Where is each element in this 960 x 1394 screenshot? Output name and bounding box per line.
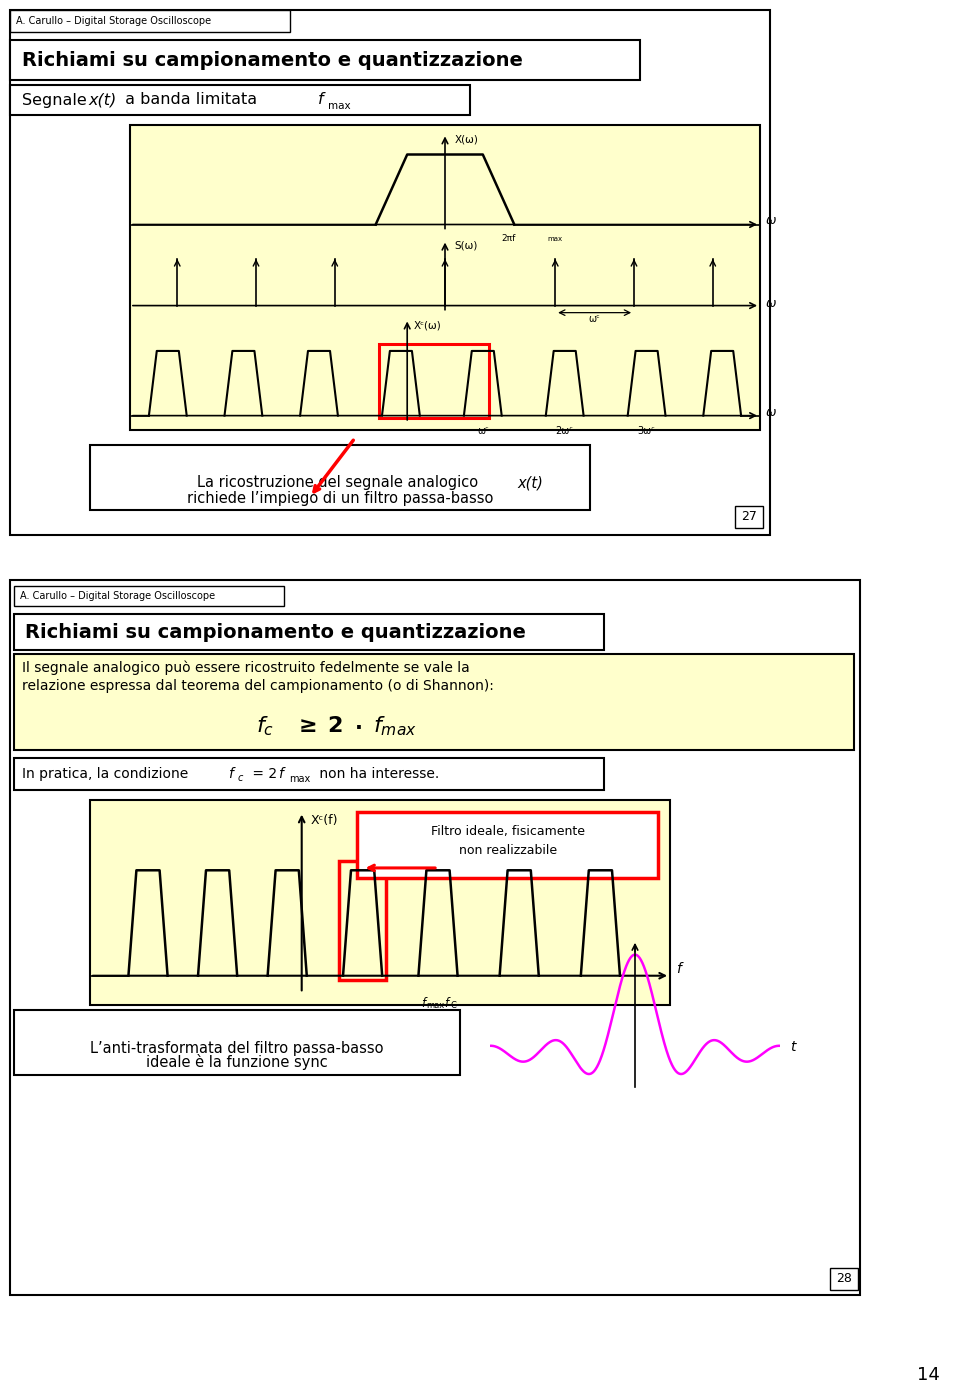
Text: Xᶜ(ω): Xᶜ(ω) [414,321,442,330]
Text: max: max [328,100,350,112]
Text: C: C [450,1001,456,1011]
Text: $\mathbf{\geq}$: $\mathbf{\geq}$ [294,717,316,736]
Bar [10,580,860,1295]
Bar [90,800,670,1005]
Text: ω: ω [766,215,777,227]
Text: $\it{f}$: $\it{f}$ [278,767,287,782]
Text: Xᶜ(f): Xᶜ(f) [310,814,338,827]
Text: ω: ω [766,406,777,418]
Bar [14,585,284,606]
Text: La ricostruzione del segnale analogico: La ricostruzione del segnale analogico [197,475,483,491]
Text: 27: 27 [741,510,756,524]
Bar [830,1269,858,1289]
Text: Richiami su campionamento e quantizzazione: Richiami su campionamento e quantizzazio… [25,623,526,641]
Text: f: f [444,997,448,1009]
Text: 2πf: 2πf [502,234,516,243]
Text: f: f [676,962,681,976]
Bar [14,654,854,750]
Bar [14,758,604,790]
Text: x(t): x(t) [88,92,116,107]
Text: $\mathbf{2}$: $\mathbf{2}$ [327,717,343,736]
Text: x(t): x(t) [517,475,543,491]
Text: 3ωᶜ: 3ωᶜ [637,425,656,436]
Text: $\mathbf{\it{f}_c}$: $\mathbf{\it{f}_c}$ [256,714,274,737]
Text: 28: 28 [836,1273,852,1285]
Bar [735,506,763,528]
Text: X(ω): X(ω) [454,135,478,145]
Bar [10,85,470,114]
Text: t: t [790,1040,795,1054]
Bar [130,125,760,429]
Text: $\mathbf{\it{f}_{max}}$: $\mathbf{\it{f}_{max}}$ [373,714,417,737]
Text: max: max [289,774,310,783]
Text: richiede l’impiego di un filtro passa-basso: richiede l’impiego di un filtro passa-ba… [187,491,493,506]
Text: c: c [238,774,244,783]
Text: ωᶜ: ωᶜ [477,425,489,436]
Bar [14,1011,460,1075]
FancyBboxPatch shape [357,813,659,878]
Bar [14,613,604,650]
Text: ideale è la funzione sync: ideale è la funzione sync [146,1054,328,1071]
Text: = 2: = 2 [248,767,281,781]
Text: f: f [420,997,425,1009]
Text: max: max [426,1001,444,1011]
Text: relazione espressa dal teorema del campionamento (o di Shannon):: relazione espressa dal teorema del campi… [22,679,493,693]
Bar [10,40,640,79]
Text: Filtro ideale, fisicamente
non realizzabile: Filtro ideale, fisicamente non realizzab… [431,825,585,856]
Text: Il segnale analogico può essere ricostruito fedelmente se vale la: Il segnale analogico può essere ricostru… [22,661,469,675]
Text: max: max [547,237,563,243]
Text: ω: ω [766,297,777,309]
Text: f: f [318,92,324,107]
Bar [340,861,386,980]
Text: S(ω): S(ω) [454,241,478,251]
Bar [10,10,290,32]
Text: Segnale: Segnale [22,92,92,107]
Text: non ha interesse.: non ha interesse. [315,767,440,781]
Bar [379,344,489,418]
Text: L’anti-trasformata del filtro passa-basso: L’anti-trasformata del filtro passa-bass… [90,1040,384,1055]
Text: A. Carullo – Digital Storage Oscilloscope: A. Carullo – Digital Storage Oscilloscop… [16,15,211,26]
Text: $\mathbf{\cdot}$: $\mathbf{\cdot}$ [354,717,362,736]
Text: 2ωᶜ: 2ωᶜ [556,425,574,436]
Text: a banda limitata: a banda limitata [120,92,262,107]
Text: $\it{f}$: $\it{f}$ [228,767,237,782]
Text: A. Carullo – Digital Storage Oscilloscope: A. Carullo – Digital Storage Oscilloscop… [20,591,215,601]
Bar [90,445,590,510]
Bar [10,10,770,535]
Text: 14: 14 [917,1366,940,1384]
Text: In pratica, la condizione: In pratica, la condizione [22,767,193,781]
Text: ωᶜ: ωᶜ [588,314,601,323]
Text: Richiami su campionamento e quantizzazione: Richiami su campionamento e quantizzazio… [22,50,523,70]
